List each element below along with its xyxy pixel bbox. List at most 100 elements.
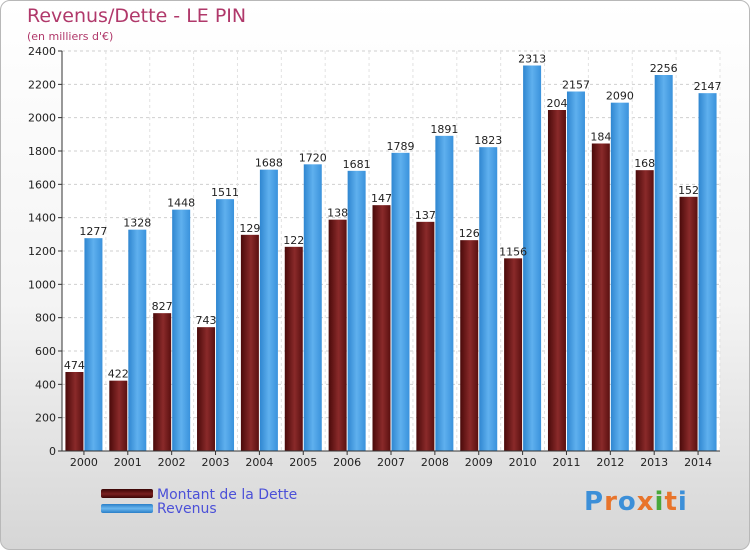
label-revenus-2007: 1789 <box>387 140 415 153</box>
bar-revenus-2006 <box>347 170 366 452</box>
x-tick-label-2011: 2011 <box>552 456 580 469</box>
bar-dette-2007 <box>372 205 391 451</box>
bar-revenus-2002 <box>172 209 191 451</box>
label-revenus-2011: 2157 <box>562 79 590 92</box>
label-revenus-2004: 1688 <box>255 157 283 170</box>
bar-dette-2000 <box>65 372 84 451</box>
label-dette-2002: 827 <box>152 300 173 313</box>
x-tick-label-2007: 2007 <box>377 456 405 469</box>
bar-revenus-2007 <box>391 152 410 452</box>
label-dette-2013: 168 <box>634 157 655 170</box>
label-dette-2005: 122 <box>283 234 304 247</box>
bar-revenus-2001 <box>128 229 147 451</box>
label-dette-2001: 422 <box>108 368 129 381</box>
bar-dette-2011 <box>547 110 566 451</box>
x-tick-label-2005: 2005 <box>289 456 317 469</box>
x-tick-label-2004: 2004 <box>245 456 273 469</box>
x-tick-label-2006: 2006 <box>333 456 361 469</box>
bar-dette-2010 <box>504 258 523 451</box>
bar-revenus-2012 <box>610 102 629 452</box>
label-dette-2010: 1156 <box>499 245 527 258</box>
label-dette-2007: 147 <box>371 192 392 205</box>
axes <box>61 51 720 452</box>
label-revenus-2010: 2313 <box>518 53 546 66</box>
label-dette-2011: 204 <box>546 97 567 110</box>
label-revenus-2013: 2256 <box>650 62 678 75</box>
y-tick-label: 1800 <box>28 145 56 158</box>
legend-label-dette: Montant de la Dette <box>157 487 298 503</box>
x-tick-label-2008: 2008 <box>421 456 449 469</box>
x-axis-ticks: 2000 2001 2002 2003 2004 2005 2006 2007 2008 2009… <box>70 451 712 469</box>
label-revenus-2006: 1681 <box>343 158 371 171</box>
label-revenus-2002: 1448 <box>167 197 195 210</box>
bar-dette-2013 <box>635 170 654 451</box>
label-revenus-2001: 1328 <box>123 217 151 230</box>
label-revenus-2012: 2090 <box>606 90 634 103</box>
label-revenus-2009: 1823 <box>474 134 502 147</box>
x-tick-label-2013: 2013 <box>640 456 668 469</box>
label-revenus-2003: 1511 <box>211 186 239 199</box>
logo-letter: o <box>617 487 637 517</box>
x-tick-label-2001: 2001 <box>114 456 142 469</box>
bar-revenus-2003 <box>216 199 235 451</box>
x-tick-label-2014: 2014 <box>684 456 712 469</box>
y-tick-label: 600 <box>35 345 56 358</box>
bar-revenus-2005 <box>303 164 322 452</box>
bar-revenus-2000 <box>84 238 103 451</box>
bar-dette-2014 <box>679 196 698 451</box>
bar-revenus-2004 <box>259 169 278 451</box>
bar-revenus-2008 <box>435 135 454 452</box>
y-tick-label: 2200 <box>28 78 56 91</box>
bar-dette-2005 <box>284 246 303 451</box>
x-tick-label-2003: 2003 <box>202 456 230 469</box>
data-labels: 474 1277 422 1328 827 1448 743 1511 129 1688 122 17… <box>64 53 722 381</box>
bars <box>65 65 717 452</box>
y-tick-label: 2400 <box>28 45 56 58</box>
bar-revenus-2011 <box>566 91 585 451</box>
label-dette-2009: 126 <box>459 227 480 240</box>
y-tick-label: 800 <box>35 312 56 325</box>
bar-dette-2001 <box>109 380 128 451</box>
label-revenus-2000: 1277 <box>79 225 107 238</box>
logo-letter: x <box>636 487 655 517</box>
y-tick-label: 1200 <box>28 245 56 258</box>
logo-letter: i <box>654 487 665 517</box>
bar-revenus-2013 <box>654 75 673 451</box>
bar-dette-2003 <box>197 327 216 451</box>
grid-lines <box>61 50 721 452</box>
label-revenus-2014: 2147 <box>694 80 722 93</box>
x-tick-label-2012: 2012 <box>596 456 624 469</box>
bar-revenus-2009 <box>479 147 498 451</box>
y-axis-ticks: 0 200 400 600 800 1000 1200 1400 1600 1800 2000 220… <box>28 45 62 458</box>
bar-dette-2009 <box>460 240 479 451</box>
label-dette-2003: 743 <box>196 314 217 327</box>
y-tick-label: 0 <box>49 445 56 458</box>
y-tick-label: 400 <box>35 378 56 391</box>
x-tick-label-2000: 2000 <box>70 456 98 469</box>
y-tick-label: 1600 <box>28 178 56 191</box>
x-tick-label-2009: 2009 <box>465 456 493 469</box>
bar-dette-2002 <box>153 313 172 451</box>
y-tick-label: 1400 <box>28 212 56 225</box>
legend-label-revenus: Revenus <box>157 501 217 517</box>
x-tick-label-2010: 2010 <box>509 456 537 469</box>
bar-dette-2004 <box>240 234 259 451</box>
logo-letter: i <box>677 487 688 517</box>
label-dette-2012: 184 <box>590 131 611 144</box>
y-tick-label: 2000 <box>28 112 56 125</box>
legend-swatch-revenus <box>101 504 153 513</box>
bar-revenus-2010 <box>523 65 542 451</box>
label-dette-2004: 129 <box>239 222 260 235</box>
x-tick-label-2002: 2002 <box>158 456 186 469</box>
bar-dette-2006 <box>328 219 347 451</box>
label-dette-2008: 137 <box>415 209 436 222</box>
logo-letter: P <box>584 487 605 517</box>
y-tick-label: 200 <box>35 412 56 425</box>
chart-subtitle: (en milliers d'€) <box>27 30 114 43</box>
logo-letter: t <box>664 487 678 517</box>
proxiti-logo[interactable]: Proxiti <box>584 487 688 517</box>
label-dette-2014: 152 <box>678 184 699 197</box>
bar-revenus-2014 <box>698 93 717 452</box>
logo-letter: r <box>604 487 618 517</box>
